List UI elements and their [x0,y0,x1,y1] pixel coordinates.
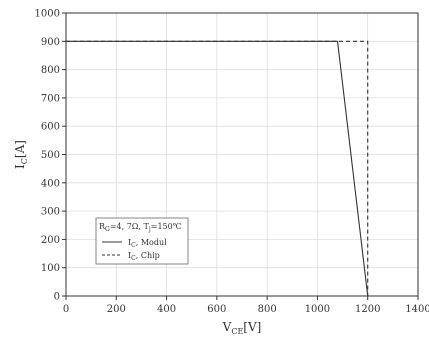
y-tick-label: 1000 [35,9,60,20]
x-axis-title: VCE[V] [222,320,262,336]
legend-title: RG=4, 7Ω, Tj=150℃ [99,222,182,233]
x-axis-title-main: V [222,320,232,334]
x-axis-title-sub: CE [231,327,243,336]
x-ticks: 0 200 400 600 800 1000 1200 1400 [63,296,429,315]
x-tick-label: 800 [258,304,277,315]
y-tick-label: 600 [41,122,60,133]
legend-box [95,217,189,265]
y-axis-title-sub: C [20,158,29,164]
x-tick-label: 1000 [305,304,330,315]
legend-title-t-rest: =150℃ [151,222,182,231]
x-tick-label: 1200 [355,304,380,315]
legend-title-r-sub: G [105,226,110,233]
y-tick-label: 800 [41,65,60,76]
legend-title-t-sub: j [148,226,151,233]
x-tick-label: 400 [157,304,176,315]
y-tick-label: 300 [41,207,60,218]
y-tick-label: 200 [41,235,60,246]
legend-label-chip: IC, Chip [128,251,160,262]
y-tick-label: 700 [41,93,60,104]
series-line-modul [66,40,369,297]
y-axis-title-main: I [13,164,27,169]
legend-title-r: R [99,222,106,231]
y-tick-label: 500 [41,150,60,161]
series-line-chip [66,40,369,296]
y-ticks: 0 100 200 300 400 500 600 700 800 900 1000 [35,9,66,303]
x-axis-title-unit: [V] [243,320,261,334]
x-tick-label: 600 [207,304,226,315]
y-tick-label: 0 [54,292,60,303]
legend-label-modul: IC, Modul [128,238,167,249]
x-tick-label: 0 [63,304,69,315]
y-tick-label: 900 [41,37,60,48]
legend-title-rest: =4, 7Ω, T [110,222,150,231]
y-tick-label: 100 [41,263,60,274]
series-group [66,40,369,297]
x-tick-label: 200 [107,304,126,315]
legend: RG=4, 7Ω, Tj=150℃ IC, Modul IC, Chip [95,217,189,265]
y-axis-title: IC[A] [13,140,29,169]
x-tick-label: 1400 [405,304,429,315]
y-axis-title-unit: [A] [13,140,27,158]
y-tick-label: 400 [41,178,60,189]
